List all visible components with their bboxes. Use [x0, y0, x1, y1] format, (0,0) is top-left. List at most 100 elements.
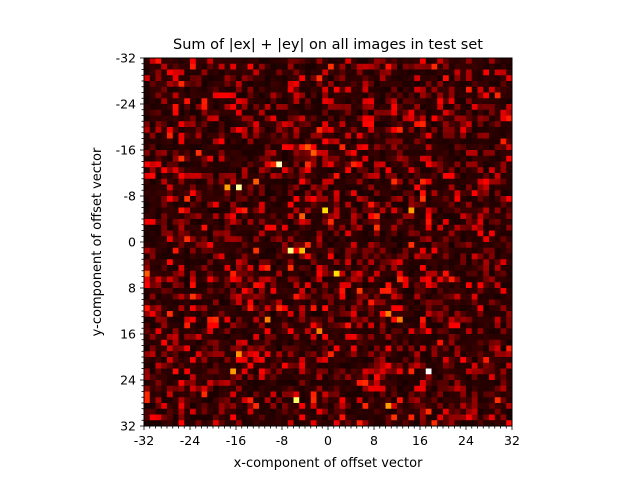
heatmap-cell [500, 282, 507, 289]
heatmap-cell [328, 270, 335, 277]
heatmap-cell [345, 339, 352, 346]
heatmap-cell [276, 86, 283, 93]
heatmap-cell [489, 213, 496, 220]
heatmap-cell [247, 247, 254, 254]
heatmap-cell [282, 207, 289, 214]
heatmap-cell [437, 178, 444, 185]
heatmap-cell [408, 397, 415, 404]
heatmap-cell [195, 403, 202, 410]
heatmap-cell [471, 420, 478, 427]
heatmap-cell [437, 408, 444, 415]
heatmap-cell [167, 81, 174, 88]
heatmap-cell [161, 178, 168, 185]
heatmap-cell [414, 121, 421, 128]
heatmap-cell [282, 403, 289, 410]
heatmap-cell [270, 132, 277, 139]
heatmap-cell [333, 397, 340, 404]
heatmap-cell [425, 362, 432, 369]
heatmap-cell [259, 247, 266, 254]
heatmap-cell [161, 58, 168, 65]
heatmap-cell [305, 420, 312, 427]
heatmap-cell [397, 115, 404, 122]
heatmap-cell [264, 288, 271, 295]
heatmap-cell [293, 408, 300, 415]
heatmap-cell [443, 161, 450, 168]
heatmap-cell [368, 305, 375, 312]
heatmap-cell [345, 345, 352, 352]
heatmap-cell [149, 385, 156, 392]
heatmap-cell [282, 305, 289, 312]
heatmap-cell [379, 81, 386, 88]
heatmap-cell [362, 86, 369, 93]
heatmap-cell [276, 213, 283, 220]
heatmap-cell [299, 81, 306, 88]
heatmap-cell [443, 138, 450, 145]
heatmap-cell [184, 305, 191, 312]
heatmap-cell [402, 144, 409, 151]
heatmap-cell [477, 420, 484, 427]
heatmap-cell [506, 242, 513, 249]
heatmap-cell [167, 75, 174, 82]
heatmap-cell [201, 282, 208, 289]
heatmap-cell [224, 92, 231, 99]
heatmap-cell [264, 282, 271, 289]
heatmap-cell [362, 316, 369, 323]
heatmap-cell [339, 201, 346, 208]
heatmap-cell [356, 282, 363, 289]
heatmap-cell [356, 69, 363, 76]
heatmap-cell [190, 316, 197, 323]
heatmap-cell [241, 173, 248, 180]
heatmap-cell [305, 253, 312, 260]
heatmap-cell [322, 219, 329, 226]
heatmap-cell [161, 351, 168, 358]
heatmap-cell [379, 196, 386, 203]
heatmap-cell [172, 259, 179, 266]
heatmap-cell [201, 270, 208, 277]
heatmap-cell [356, 196, 363, 203]
y-tick-label: -32 [116, 51, 136, 66]
heatmap-cell [397, 362, 404, 369]
heatmap-cell [184, 362, 191, 369]
heatmap-cell [368, 201, 375, 208]
heatmap-cell [420, 408, 427, 415]
heatmap-cell [207, 276, 214, 283]
heatmap-cell [167, 58, 174, 65]
heatmap-cell [305, 270, 312, 277]
heatmap-cell [489, 270, 496, 277]
heatmap-cell [489, 368, 496, 375]
heatmap-cell [218, 132, 225, 139]
heatmap-cell [310, 345, 317, 352]
heatmap-cell [356, 299, 363, 306]
heatmap-cell [408, 385, 415, 392]
heatmap-cell [460, 132, 467, 139]
heatmap-cell [282, 155, 289, 162]
heatmap-cell [172, 374, 179, 381]
heatmap-cell [201, 276, 208, 283]
heatmap-cell [316, 380, 323, 387]
heatmap-cell [282, 374, 289, 381]
heatmap-cell [494, 311, 501, 318]
heatmap-cell [144, 414, 151, 421]
heatmap-cell [299, 86, 306, 93]
heatmap-cell [379, 230, 386, 237]
heatmap-cell [333, 69, 340, 76]
heatmap-cell [259, 161, 266, 168]
heatmap-cell [454, 98, 461, 105]
heatmap-cell [276, 408, 283, 415]
heatmap-cell [460, 178, 467, 185]
heatmap-cell [448, 334, 455, 341]
heatmap-cell [270, 408, 277, 415]
heatmap-cell [276, 242, 283, 249]
heatmap-cell [506, 385, 513, 392]
heatmap-cell [414, 420, 421, 427]
heatmap-cell [506, 391, 513, 398]
heatmap-cell [391, 316, 398, 323]
heatmap-cell [454, 144, 461, 151]
heatmap-cell [149, 109, 156, 116]
heatmap-cell [299, 236, 306, 243]
heatmap-cell [172, 414, 179, 421]
heatmap-cell [172, 75, 179, 82]
heatmap-cell [477, 328, 484, 335]
heatmap-cell [425, 230, 432, 237]
heatmap-cell [184, 213, 191, 220]
